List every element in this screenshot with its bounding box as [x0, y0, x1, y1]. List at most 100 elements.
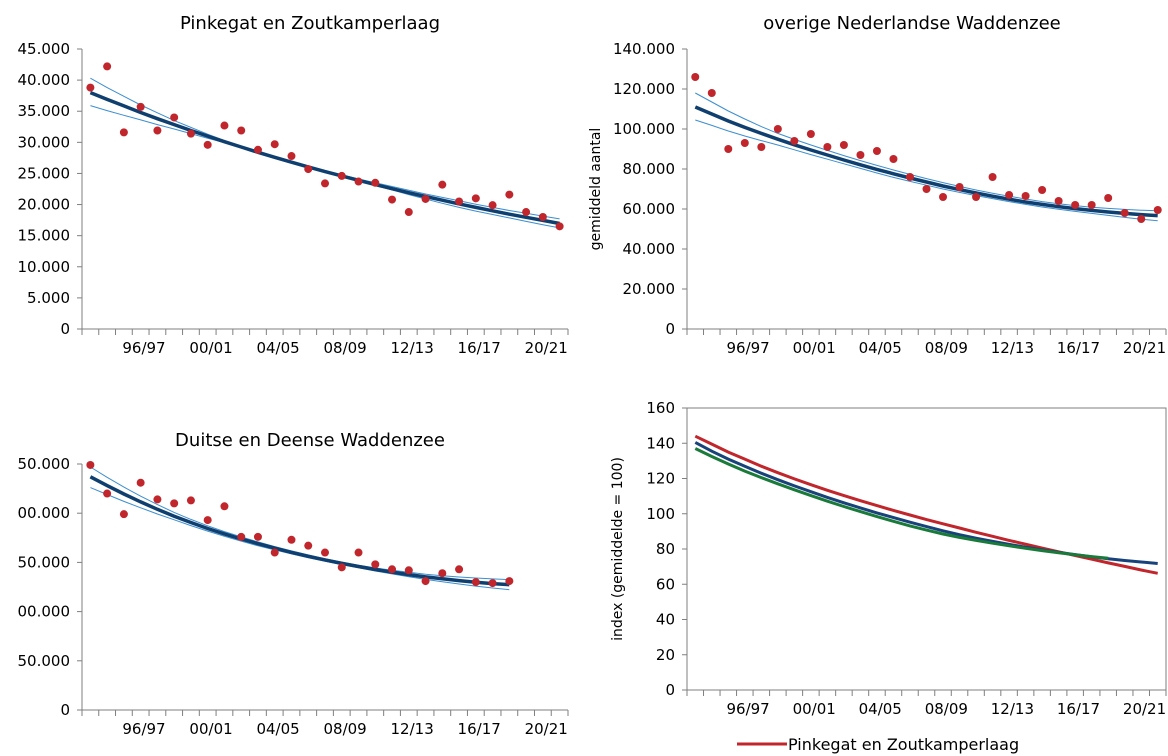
data-point-overig: [972, 193, 981, 201]
data-point-pinkegat: [522, 208, 531, 217]
y-tick-label-duits: 50.000: [18, 455, 71, 473]
x-tick-label-overig: 96/97: [726, 339, 769, 357]
data-point-pinkegat: [555, 222, 564, 231]
data-point-duits: [237, 532, 246, 541]
data-point-overig: [1038, 186, 1047, 194]
data-point-pinkegat: [471, 194, 480, 203]
y-tick-label-pinkegat: 10.000: [18, 258, 71, 276]
data-point-duits: [354, 548, 363, 557]
data-point-duits: [103, 489, 112, 498]
y-tick-label-pinkegat: 15.000: [18, 227, 71, 245]
y-tick-label-overig: 0: [665, 320, 675, 338]
data-point-duits: [270, 548, 279, 557]
trend-line-pinkegat: [89, 90, 560, 226]
x-tick-label-duits: 20/21: [525, 720, 568, 738]
data-point-pinkegat: [388, 195, 397, 204]
x-tick-label-index: 08/09: [925, 700, 968, 718]
data-point-duits: [203, 516, 212, 525]
data-point-overig: [1021, 192, 1030, 200]
y-tick-label-pinkegat: 5.000: [27, 289, 70, 307]
data-point-duits: [438, 569, 447, 578]
y-tick-label-pinkegat: 0: [60, 320, 70, 338]
data-point-pinkegat: [237, 126, 246, 135]
data-point-duits: [471, 578, 480, 587]
x-tick-label-pinkegat: 20/21: [525, 339, 568, 357]
data-point-overig: [856, 151, 865, 159]
data-point-overig: [988, 173, 997, 181]
y-tick-label-pinkegat: 45.000: [18, 40, 71, 58]
data-point-pinkegat: [421, 194, 430, 203]
x-tick-label-pinkegat: 04/05: [256, 339, 299, 357]
data-point-duits: [287, 535, 296, 544]
data-point-overig: [889, 155, 898, 163]
data-point-pinkegat: [505, 190, 514, 199]
data-point-pinkegat: [287, 152, 296, 161]
data-point-overig: [1104, 194, 1113, 202]
ci-upper-line-pinkegat: [90, 77, 560, 220]
x-tick-label-overig: 16/17: [1057, 339, 1100, 357]
y-tick-label-duits: 00.000: [18, 603, 71, 621]
data-point-duits: [337, 563, 346, 572]
x-tick-label-overig: 20/21: [1123, 339, 1166, 357]
x-tick-label-index: 20/21: [1123, 700, 1166, 718]
y-tick-label-index: 120: [646, 470, 675, 488]
data-point-overig: [955, 183, 964, 191]
x-tick-label-duits: 04/05: [256, 720, 299, 738]
ci-upper-line-overig: [695, 92, 1158, 212]
data-point-pinkegat: [186, 129, 195, 138]
data-point-overig: [839, 141, 848, 149]
data-point-pinkegat: [270, 140, 279, 149]
data-point-overig: [1153, 206, 1162, 214]
y-tick-label-index: 60: [656, 575, 675, 593]
x-tick-label-index: 04/05: [859, 700, 902, 718]
ci-upper-line-duits: [90, 466, 510, 581]
y-tick-label-overig: 40.000: [623, 240, 676, 258]
data-point-duits: [86, 460, 95, 469]
panel-title-overig: overige Nederlandse Waddenzee: [763, 13, 1060, 34]
data-point-overig: [1005, 191, 1014, 199]
data-point-duits: [455, 565, 464, 574]
y-tick-label-index: 140: [646, 434, 675, 452]
y-tick-label-index: 40: [656, 611, 675, 629]
data-point-overig: [773, 125, 782, 133]
data-point-duits: [136, 478, 145, 487]
data-point-pinkegat: [538, 213, 547, 221]
data-point-overig: [939, 193, 948, 201]
data-point-duits: [505, 577, 514, 586]
data-point-overig: [691, 73, 700, 81]
data-point-overig: [790, 137, 799, 145]
y-tick-label-pinkegat: 25.000: [18, 164, 71, 182]
data-point-overig: [823, 143, 832, 151]
x-tick-label-overig: 12/13: [991, 339, 1034, 357]
data-point-duits: [371, 560, 380, 569]
y-tick-label-pinkegat: 30.000: [18, 133, 71, 151]
y-tick-label-index: 100: [646, 505, 675, 523]
y-tick-label-index: 160: [646, 399, 675, 417]
data-point-duits: [388, 565, 397, 574]
data-point-pinkegat: [438, 180, 447, 189]
x-tick-label-duits: 96/97: [122, 720, 165, 738]
x-tick-label-pinkegat: 16/17: [458, 339, 501, 357]
data-point-overig: [740, 139, 749, 147]
y-axis-title-index: index (gemiddelde = 100): [610, 457, 626, 641]
x-tick-label-overig: 00/01: [793, 339, 836, 357]
data-point-duits: [153, 495, 162, 504]
data-point-overig: [806, 130, 815, 138]
panel-duits: Duitse en Deense Waddenzee 0 50.000 00.000 5…: [18, 430, 569, 738]
series-line-duits: [694, 447, 1109, 560]
data-point-overig: [1087, 201, 1096, 209]
panel-title-duits: Duitse en Deense Waddenzee: [175, 430, 445, 451]
data-point-overig: [707, 89, 716, 97]
x-tick-label-pinkegat: 08/09: [323, 339, 366, 357]
data-point-overig: [872, 147, 881, 155]
y-tick-label-duits: 0: [60, 701, 70, 719]
data-point-pinkegat: [455, 197, 464, 206]
x-tick-label-index: 12/13: [991, 700, 1034, 718]
x-tick-label-overig: 04/05: [859, 339, 902, 357]
legend-label-pinkegat: Pinkegat en Zoutkamperlaag: [788, 735, 1019, 754]
x-tick-label-duits: 08/09: [323, 720, 366, 738]
data-point-overig: [1137, 215, 1146, 223]
panel-pinkegat: Pinkegat en Zoutkamperlaag 0 5.000 10.000 15…: [18, 13, 569, 357]
data-point-pinkegat: [321, 179, 329, 188]
